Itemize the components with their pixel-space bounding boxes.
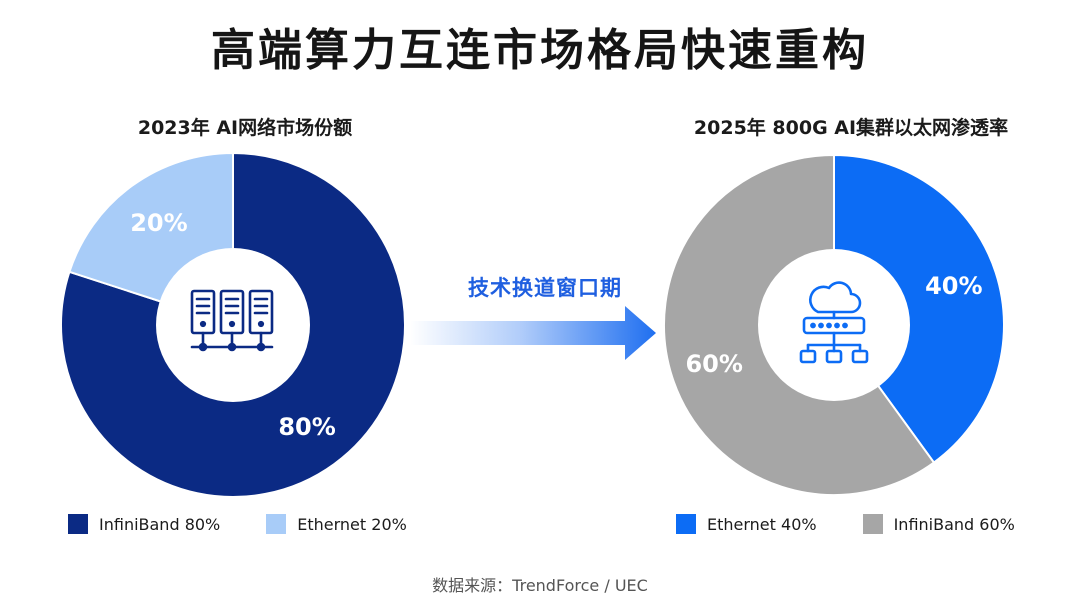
legend-swatch bbox=[266, 514, 287, 534]
legend-swatch bbox=[676, 514, 696, 534]
legend-label: InfiniBand 80% bbox=[99, 514, 221, 534]
legend-label: InfiniBand 60% bbox=[893, 514, 1015, 534]
transition-arrow bbox=[410, 306, 656, 360]
legend-2025: Ethernet 40% InfiniBand 60% bbox=[676, 514, 1061, 534]
legend-label: Ethernet 40% bbox=[707, 514, 817, 534]
donut-hole-2025 bbox=[758, 249, 910, 401]
legend-item-ethernet-2023: Ethernet 20% bbox=[266, 514, 407, 534]
source-note: 数据来源：TrendForce / UEC bbox=[432, 576, 648, 595]
slice-label-ethernet-2025: 40% bbox=[925, 272, 982, 300]
donut-slice-ethernet-2025 bbox=[833, 153, 1006, 464]
slice-label-ethernet-2023: 20% bbox=[130, 209, 187, 237]
donut-chart-2025: 40% 60% bbox=[663, 153, 1006, 496]
legend-item-infiniband-2025: InfiniBand 60% bbox=[862, 514, 1015, 534]
chart-title-2025: 2025年 800G AI集群以太网渗透率 bbox=[693, 117, 1009, 139]
legend-label: Ethernet 20% bbox=[297, 514, 407, 534]
chart-title-2023: 2023年 AI网络市场份额 bbox=[137, 117, 353, 139]
cloud-network-icon bbox=[799, 281, 869, 364]
server-rack-icon bbox=[190, 289, 274, 352]
legend-2023: InfiniBand 80% Ethernet 20% bbox=[68, 514, 453, 534]
slice-label-infiniband-2023: 80% bbox=[278, 413, 335, 441]
legend-item-infiniband-2023: InfiniBand 80% bbox=[68, 514, 220, 534]
slice-label-infiniband-2025: 60% bbox=[685, 350, 742, 378]
legend-item-ethernet-2025: Ethernet 40% bbox=[676, 514, 817, 534]
legend-swatch bbox=[68, 514, 88, 534]
page-title: 高端算力互连市场格局快速重构 bbox=[211, 25, 869, 76]
transition-label: 技术换道窗口期 bbox=[468, 276, 622, 300]
legend-swatch bbox=[862, 514, 883, 534]
